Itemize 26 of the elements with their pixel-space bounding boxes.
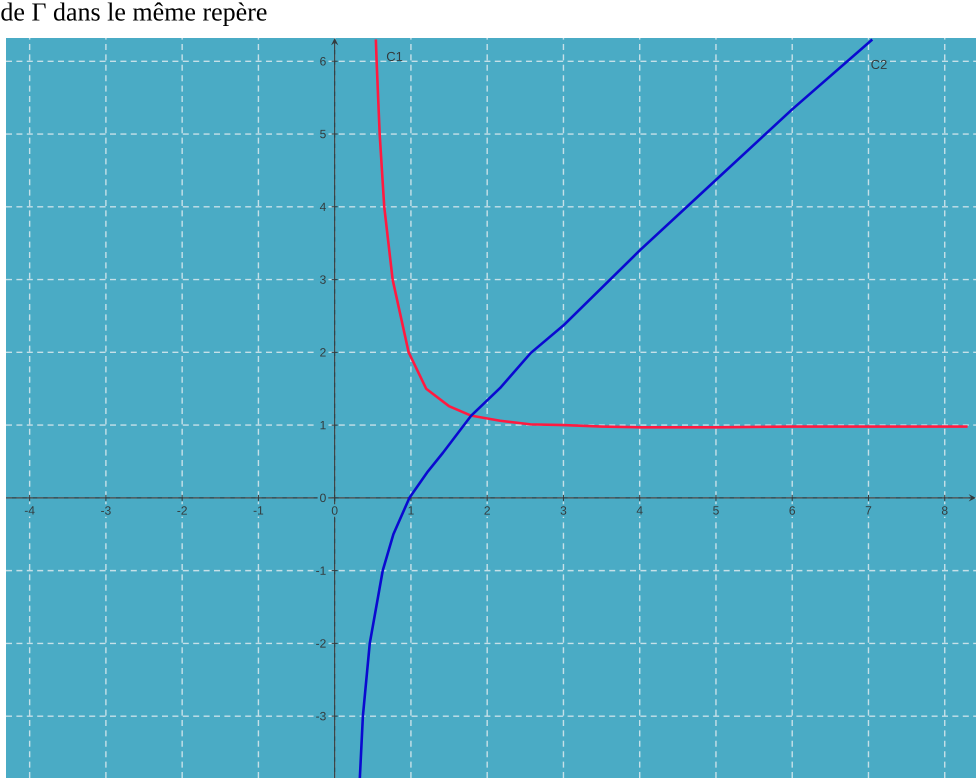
x-tick-label: -4 bbox=[24, 506, 35, 515]
y-tick-label: -1 bbox=[316, 566, 326, 575]
y-tick-label: 0 bbox=[320, 494, 326, 502]
x-tick-label: -2 bbox=[177, 506, 187, 515]
series-label: C2 bbox=[871, 60, 887, 70]
x-tick-label: 7 bbox=[866, 506, 872, 515]
x-tick-label: 8 bbox=[942, 506, 948, 515]
x-tick-label: 0 bbox=[332, 506, 338, 515]
y-tick-label: -3 bbox=[316, 712, 326, 721]
x-tick-label: 6 bbox=[789, 506, 796, 515]
x-tick-label: 2 bbox=[484, 506, 490, 515]
y-tick-label: 6 bbox=[320, 57, 326, 66]
x-tick-label: 4 bbox=[636, 506, 643, 515]
x-tick-label: -1 bbox=[254, 506, 264, 515]
y-tick-label: 2 bbox=[320, 348, 326, 357]
x-tick-label: -3 bbox=[101, 506, 111, 515]
x-tick-label: 1 bbox=[408, 506, 414, 515]
y-tick-label: 4 bbox=[320, 202, 326, 212]
x-tick-label: 3 bbox=[560, 506, 566, 515]
y-tick-label: 5 bbox=[320, 130, 326, 138]
chart-title: de Γ dans le même repère bbox=[1, 2, 266, 26]
y-tick-label: 3 bbox=[320, 275, 326, 284]
y-tick-label: 1 bbox=[320, 421, 326, 430]
y-tick-label: -2 bbox=[316, 639, 326, 648]
series-label: C1 bbox=[386, 52, 402, 62]
x-tick-label: 5 bbox=[713, 506, 719, 515]
